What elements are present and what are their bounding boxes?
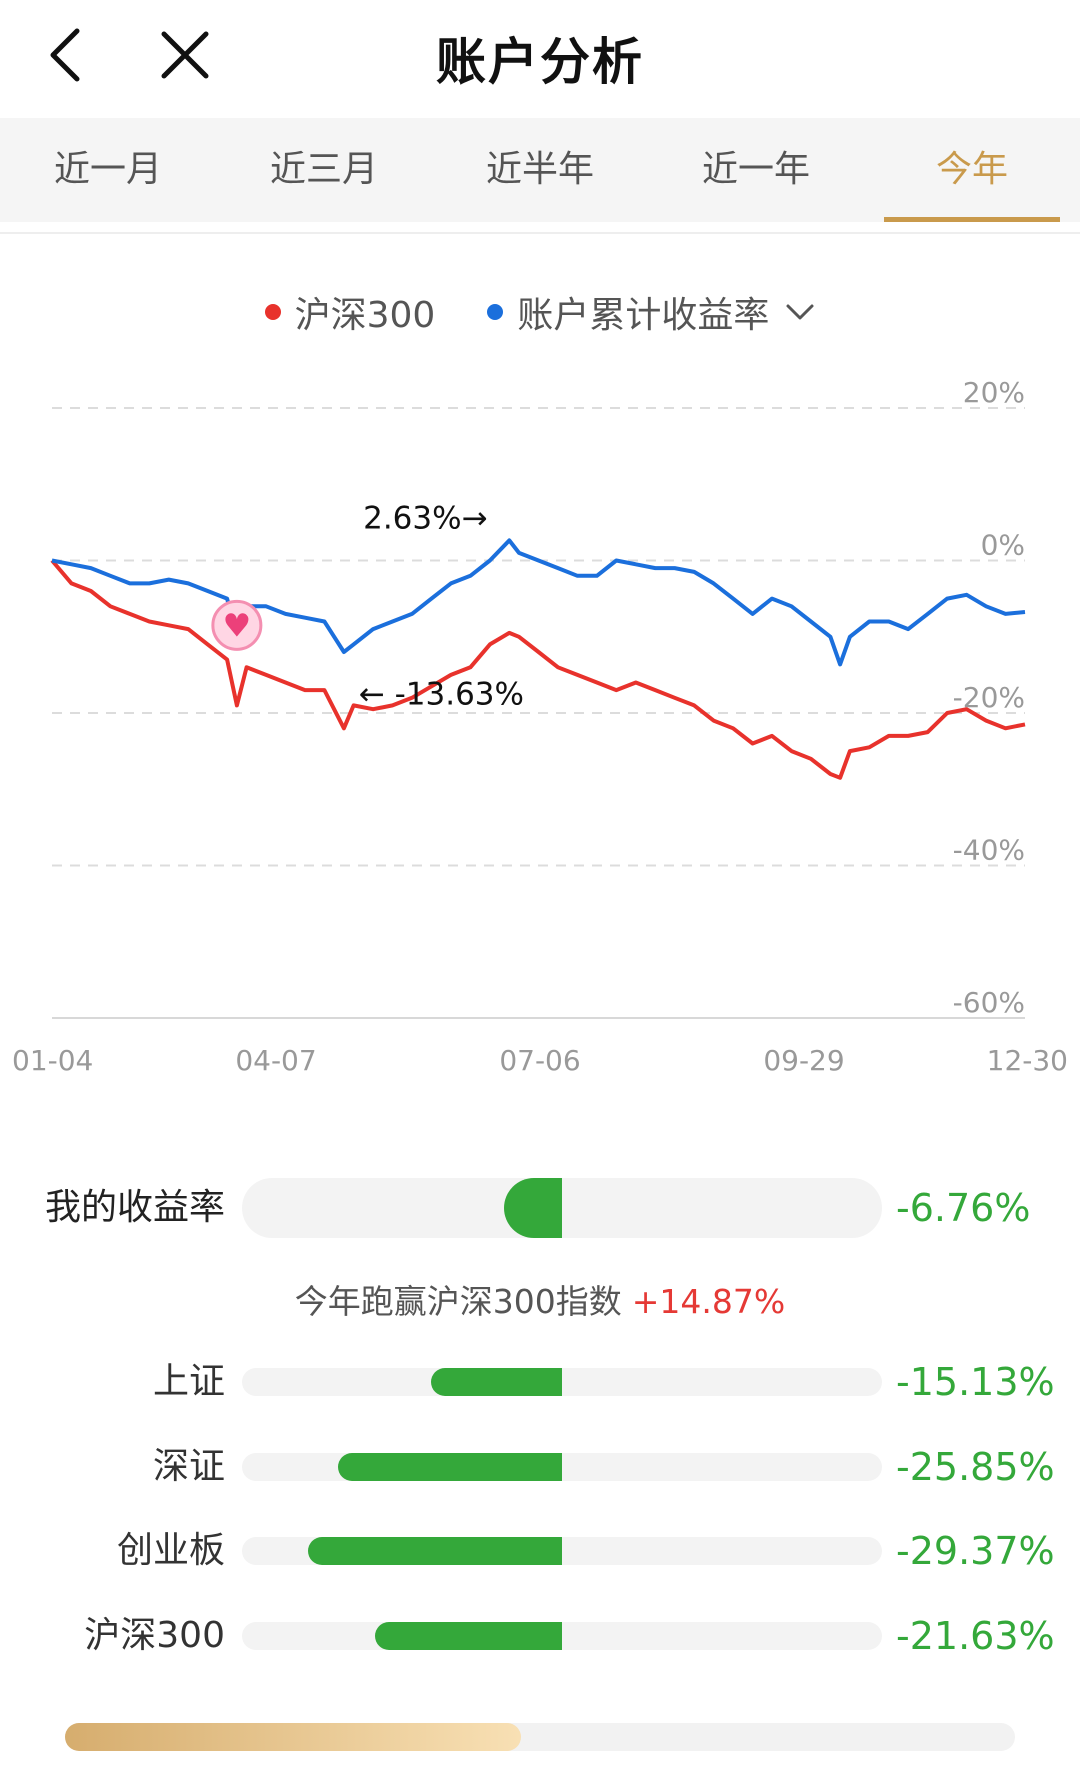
y-tick-label: 20% xyxy=(963,376,1025,409)
index-bar-chinext xyxy=(307,1537,562,1565)
return-line-chart: 20%0%-20%-40%-60%01-04 04-07 07-06 09-29 12-… xyxy=(12,376,1068,1077)
tab-1y[interactable]: 近一年 xyxy=(701,149,810,190)
my-return-value: -6.76% xyxy=(896,1186,1031,1230)
top-bar: 账户分析 xyxy=(0,0,1080,118)
tab-6m[interactable]: 近半年 xyxy=(485,149,594,190)
x-tick-label: 04-07 xyxy=(235,1044,316,1077)
index-label-shenzhen: 深证 xyxy=(152,1446,225,1487)
index-track-chinext xyxy=(242,1537,882,1565)
x-tick-label: 01-04 xyxy=(12,1044,93,1077)
index-label-chinext: 创业板 xyxy=(116,1530,225,1571)
beat-value: +14.87% xyxy=(631,1282,786,1321)
x-tick-label: 12-30 xyxy=(987,1044,1068,1077)
divider xyxy=(0,232,1080,234)
heart-marker-ring xyxy=(211,599,263,651)
account-return-line xyxy=(51,538,1026,667)
legend-dot-hs300 xyxy=(264,304,281,320)
period-tabs: 近一月 近三月 近半年 近一年 今年 xyxy=(0,118,1080,222)
page-title: 账户分析 xyxy=(436,33,644,91)
index-bar-hs300 xyxy=(374,1622,562,1650)
index-label-shanghai: 上证 xyxy=(152,1361,225,1402)
heart-icon: ♥ xyxy=(223,606,252,644)
x-tick-label: 07-06 xyxy=(499,1044,580,1077)
index-row-chinext: 创业板 -29.37% xyxy=(0,1521,1080,1581)
index-bar-shenzhen xyxy=(338,1453,562,1481)
index-row-hs300: 沪深300 -21.63% xyxy=(0,1606,1080,1666)
index-track-shenzhen xyxy=(242,1453,882,1481)
index-track-shanghai xyxy=(242,1368,882,1396)
annotation-label: ← -13.63% xyxy=(359,676,524,712)
close-button[interactable] xyxy=(150,20,220,90)
beat-index-text: 今年跑赢沪深300指数 +14.87% xyxy=(0,1275,1080,1323)
legend-label-hs300: 沪深300 xyxy=(294,295,436,336)
y-tick-label: 0% xyxy=(981,529,1025,562)
y-tick-label: -40% xyxy=(953,834,1025,867)
chevron-left-icon xyxy=(50,28,80,82)
index-value-chinext: -29.37% xyxy=(896,1529,1055,1573)
index-row-shanghai: 上证 -15.13% xyxy=(0,1352,1080,1412)
tab-this-year[interactable]: 今年 xyxy=(864,118,1080,222)
legend-dot-account xyxy=(487,304,504,320)
legend-item-hs300: 沪深300 xyxy=(264,286,436,338)
index-track-hs300 xyxy=(242,1622,882,1650)
annotation-label: 2.63%→ xyxy=(363,500,487,536)
index-label-hs300: 沪深300 xyxy=(84,1615,225,1656)
page-scroll-thumb[interactable] xyxy=(65,1723,521,1751)
index-bar-shanghai xyxy=(431,1368,562,1396)
my-return-bar xyxy=(503,1178,562,1238)
y-tick-label: -60% xyxy=(953,986,1025,1019)
x-tick-label: 09-29 xyxy=(763,1044,844,1077)
chevron-down-icon[interactable] xyxy=(785,302,815,322)
legend-item-account[interactable]: 账户累计收益率 xyxy=(487,286,815,338)
legend-label-account: 账户累计收益率 xyxy=(517,295,770,336)
index-value-shenzhen: -25.85% xyxy=(896,1445,1055,1489)
my-return-track xyxy=(242,1178,882,1238)
index-value-hs300: -21.63% xyxy=(896,1614,1055,1658)
tab-3m[interactable]: 近三月 xyxy=(269,149,378,190)
my-return-row: 我的收益率 -6.76% xyxy=(0,1178,1080,1238)
page-scroll-indicator[interactable] xyxy=(65,1723,1015,1751)
my-return-label: 我的收益率 xyxy=(44,1187,225,1228)
index-value-shanghai: -15.13% xyxy=(896,1360,1055,1404)
beat-label: 今年跑赢沪深300指数 xyxy=(294,1282,622,1321)
close-icon xyxy=(161,31,209,79)
hs300-line xyxy=(50,559,1026,780)
index-row-shenzhen: 深证 -25.85% xyxy=(0,1437,1080,1497)
tab-1m[interactable]: 近一月 xyxy=(53,149,162,190)
back-button[interactable] xyxy=(30,20,100,90)
chart-legend: 沪深300 账户累计收益率 xyxy=(0,286,1080,338)
